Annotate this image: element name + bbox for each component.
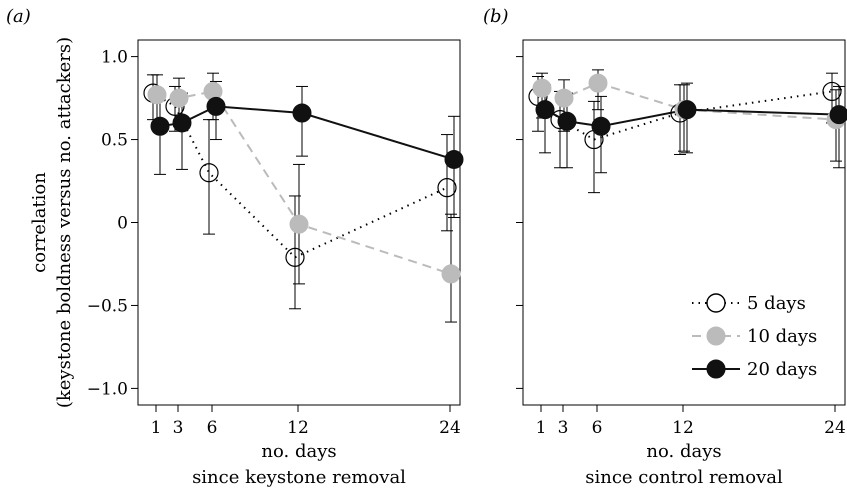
data-point-5-days: [199, 163, 219, 183]
panel-b: (b) 1 3 6 12 24 no. days since control removal 5…: [483, 6, 847, 488]
y-tick-label: 0: [117, 214, 128, 234]
data-point-20-days: [557, 111, 577, 131]
y-tick-label: 1.0: [101, 48, 128, 68]
x-tick-label: 3: [173, 418, 184, 438]
y-axis-title: (keystone boldness versus no. attackers): [54, 37, 75, 408]
x-axis-title: no. days: [646, 441, 721, 462]
legend-label: 20 days: [747, 359, 817, 380]
x-axis-title: no. days: [261, 441, 336, 462]
x-tick-label: 12: [672, 418, 694, 438]
x-axis-title: since keystone removal: [192, 467, 406, 488]
data-point-10-days: [169, 88, 189, 108]
data-point-20-days: [677, 100, 697, 120]
y-tick-label: −1.0: [87, 379, 128, 399]
data-point-5-days: [437, 178, 457, 198]
x-tick-label: 3: [558, 418, 569, 438]
x-tick-label: 24: [439, 418, 461, 438]
legend-label: 5 days: [747, 293, 806, 314]
data-point-5-days: [822, 81, 842, 102]
x-tick-label: 1: [536, 418, 547, 438]
x-axis-title: since control removal: [585, 467, 783, 488]
data-point-10-days: [147, 85, 167, 105]
y-tick-label: −0.5: [87, 296, 128, 316]
data-point-20-days: [206, 96, 226, 116]
panel-label: (a): [6, 6, 31, 27]
panel-a: (a) 1.0 0.5 0 −0.5 −1.0 1 3 6 12 24 no. days since k…: [6, 6, 464, 488]
data-point-20-days: [829, 105, 847, 125]
x-tick-label: 6: [592, 418, 603, 438]
x-tick-label: 1: [151, 418, 162, 438]
legend-label: 10 days: [747, 326, 817, 347]
data-point-5-days: [285, 247, 305, 267]
x-tick-label: 12: [287, 418, 309, 438]
x-tick-label: 6: [207, 418, 218, 438]
data-point-10-days: [532, 78, 552, 98]
data-point-10-days: [289, 214, 309, 234]
y-axis-title: correlation: [29, 172, 50, 273]
data-point-20-days: [150, 116, 170, 136]
data-point-10-days: [588, 73, 608, 93]
panel-label: (b): [483, 6, 509, 27]
legend-marker: [706, 293, 726, 313]
data-point-20-days: [292, 103, 312, 123]
data-point-20-days: [172, 113, 192, 133]
data-point-10-days: [554, 88, 574, 108]
data-point-20-days: [591, 116, 611, 136]
data-point-10-days: [441, 264, 461, 284]
y-tick-label: 0.5: [101, 131, 128, 151]
legend-marker: [706, 326, 726, 346]
data-point-20-days: [535, 100, 555, 120]
legend-marker: [706, 359, 726, 379]
data-point-20-days: [444, 149, 464, 169]
x-tick-label: 24: [824, 418, 846, 438]
